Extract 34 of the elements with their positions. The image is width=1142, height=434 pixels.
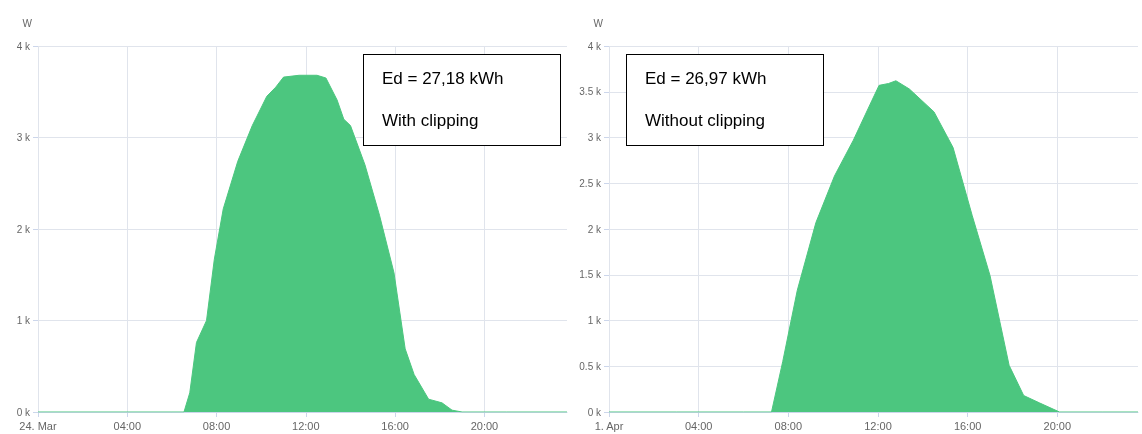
x-tick-label: 20:00 [1043, 419, 1072, 432]
y-tick-label: 3.5 k [579, 86, 602, 98]
y-tick-label: 4 k [587, 40, 602, 52]
x-tick-label: 24. Mar [19, 419, 57, 432]
x-tick-label: 12:00 [864, 419, 892, 432]
x-tick-label: 04:00 [684, 419, 713, 432]
y-tick-label: 1 k [587, 315, 602, 326]
y-tick-label: 0 k [16, 406, 31, 418]
y-tick-label: 2 k [587, 223, 602, 235]
x-tick-label: 08:00 [774, 419, 803, 432]
y-axis-title: W [22, 17, 33, 29]
x-tick-label: 08:00 [202, 419, 231, 432]
annotation: Ed = 27,18 kWh [382, 69, 505, 89]
y-tick-label: 1.5 k [579, 269, 602, 281]
y-tick-label: 4 k [16, 40, 31, 52]
y-axis-title: W [593, 17, 604, 29]
text-box: Ed = 27,18 kWh With clipping [363, 54, 561, 146]
annotation: With clipping [382, 111, 480, 131]
annotation: Ed = 26,97 kWh [645, 69, 768, 89]
x-tick-label: 16:00 [953, 419, 982, 432]
x-tick-label: 20:00 [470, 419, 499, 432]
y-tick-label: 1 k [16, 315, 31, 326]
x-tick-label: 04:00 [113, 419, 142, 432]
y-tick-label: 2.5 k [579, 177, 602, 189]
x-tick-label: 12:00 [292, 419, 320, 432]
annotation: Without clipping [645, 111, 766, 131]
text-box: Ed = 26,97 kWh Without clipping [626, 54, 824, 146]
y-tick-label: 3 k [16, 132, 31, 143]
x-tick-label: 16:00 [381, 419, 409, 432]
y-tick-label: 3 k [587, 132, 602, 143]
y-tick-label: 0 k [587, 406, 602, 418]
x-tick-label: 1. Apr [594, 419, 624, 432]
y-tick-label: 2 k [16, 223, 31, 235]
y-tick-label: 0.5 k [579, 360, 602, 372]
